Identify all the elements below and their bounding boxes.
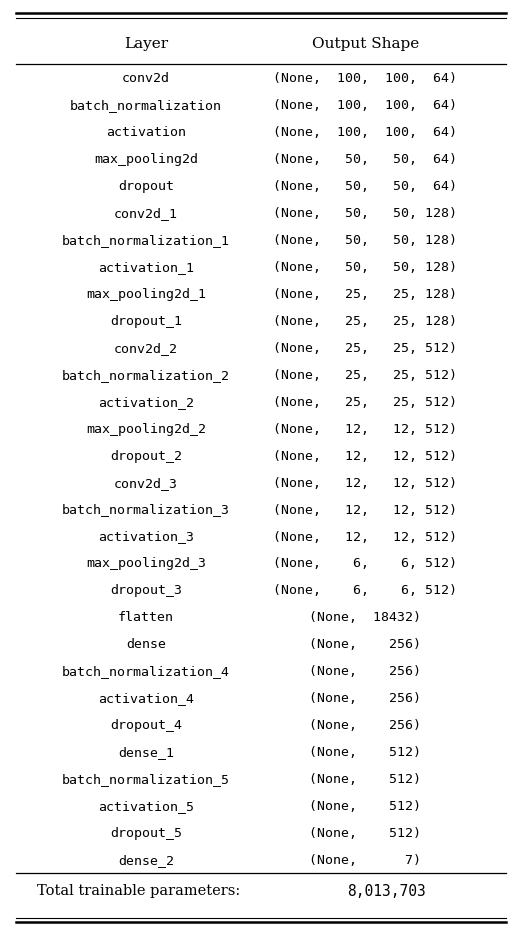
Text: activation_3: activation_3 <box>98 530 194 543</box>
Text: 8,013,703: 8,013,703 <box>347 883 425 898</box>
Text: (None,   25,   25, 512): (None, 25, 25, 512) <box>274 395 457 408</box>
Text: (None,   25,   25, 128): (None, 25, 25, 128) <box>274 314 457 327</box>
Text: (None,    512): (None, 512) <box>310 745 421 758</box>
Text: (None,   50,   50,  64): (None, 50, 50, 64) <box>274 153 457 166</box>
Text: dropout_3: dropout_3 <box>110 584 182 597</box>
Text: Total trainable parameters:: Total trainable parameters: <box>37 883 240 897</box>
Text: batch_normalization_5: batch_normalization_5 <box>62 772 230 785</box>
Text: conv2d: conv2d <box>122 72 170 85</box>
Text: (None,    512): (None, 512) <box>310 799 421 812</box>
Text: (None,   12,   12, 512): (None, 12, 12, 512) <box>274 503 457 516</box>
Text: (None,    512): (None, 512) <box>310 826 421 839</box>
Text: activation_2: activation_2 <box>98 395 194 408</box>
Text: dense_1: dense_1 <box>118 745 174 758</box>
Text: (None,      7): (None, 7) <box>310 853 421 866</box>
Text: batch_normalization_3: batch_normalization_3 <box>62 503 230 516</box>
Text: (None,  100,  100,  64): (None, 100, 100, 64) <box>274 126 457 139</box>
Text: max_pooling2d_3: max_pooling2d_3 <box>86 557 206 570</box>
Text: conv2d_1: conv2d_1 <box>114 207 178 220</box>
Text: (None,   50,   50,  64): (None, 50, 50, 64) <box>274 180 457 193</box>
Text: batch_normalization_1: batch_normalization_1 <box>62 234 230 247</box>
Text: max_pooling2d_1: max_pooling2d_1 <box>86 287 206 300</box>
Text: (None,    256): (None, 256) <box>310 638 421 651</box>
Text: conv2d_3: conv2d_3 <box>114 476 178 489</box>
Text: flatten: flatten <box>118 611 174 624</box>
Text: (None,   12,   12, 512): (None, 12, 12, 512) <box>274 449 457 462</box>
Text: Output Shape: Output Shape <box>312 37 419 51</box>
Text: (None,   25,   25, 512): (None, 25, 25, 512) <box>274 341 457 354</box>
Text: (None,   25,   25, 128): (None, 25, 25, 128) <box>274 287 457 300</box>
Text: (None,   50,   50, 128): (None, 50, 50, 128) <box>274 260 457 273</box>
Text: dense_2: dense_2 <box>118 853 174 866</box>
Text: max_pooling2d: max_pooling2d <box>94 153 198 166</box>
Text: (None,  18432): (None, 18432) <box>310 611 421 624</box>
Text: (None,   50,   50, 128): (None, 50, 50, 128) <box>274 207 457 220</box>
Text: batch_normalization_4: batch_normalization_4 <box>62 665 230 678</box>
Text: (None,    256): (None, 256) <box>310 665 421 678</box>
Text: dropout_1: dropout_1 <box>110 314 182 327</box>
Text: (None,    6,    6, 512): (None, 6, 6, 512) <box>274 584 457 597</box>
Text: (None,    256): (None, 256) <box>310 692 421 705</box>
Text: dense: dense <box>126 638 166 651</box>
Text: activation: activation <box>106 126 186 139</box>
Text: (None,   12,   12, 512): (None, 12, 12, 512) <box>274 476 457 489</box>
Text: (None,  100,  100,  64): (None, 100, 100, 64) <box>274 99 457 112</box>
Text: activation_5: activation_5 <box>98 799 194 812</box>
Text: dropout_5: dropout_5 <box>110 826 182 839</box>
Text: (None,    512): (None, 512) <box>310 772 421 785</box>
Text: dropout_2: dropout_2 <box>110 449 182 462</box>
Text: conv2d_2: conv2d_2 <box>114 341 178 354</box>
Text: Layer: Layer <box>124 37 168 51</box>
Text: (None,    6,    6, 512): (None, 6, 6, 512) <box>274 557 457 570</box>
Text: activation_1: activation_1 <box>98 260 194 273</box>
Text: (None,    256): (None, 256) <box>310 718 421 731</box>
Text: (None,   12,   12, 512): (None, 12, 12, 512) <box>274 422 457 435</box>
Text: batch_normalization_2: batch_normalization_2 <box>62 368 230 381</box>
Text: max_pooling2d_2: max_pooling2d_2 <box>86 422 206 435</box>
Text: (None,   50,   50, 128): (None, 50, 50, 128) <box>274 234 457 247</box>
Text: (None,   12,   12, 512): (None, 12, 12, 512) <box>274 530 457 543</box>
Text: (None,  100,  100,  64): (None, 100, 100, 64) <box>274 72 457 85</box>
Text: (None,   25,   25, 512): (None, 25, 25, 512) <box>274 368 457 381</box>
Text: batch_normalization: batch_normalization <box>70 99 222 112</box>
Text: activation_4: activation_4 <box>98 692 194 705</box>
Text: dropout: dropout <box>118 180 174 193</box>
Text: dropout_4: dropout_4 <box>110 718 182 731</box>
